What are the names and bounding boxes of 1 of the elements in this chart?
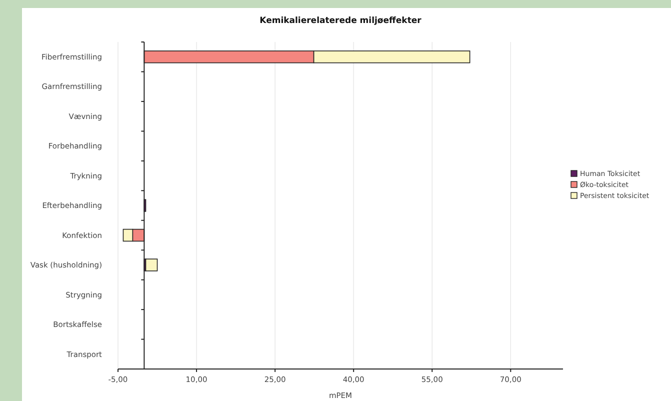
chart-title: Kemikalierelaterede miljøeffekter	[260, 16, 422, 26]
